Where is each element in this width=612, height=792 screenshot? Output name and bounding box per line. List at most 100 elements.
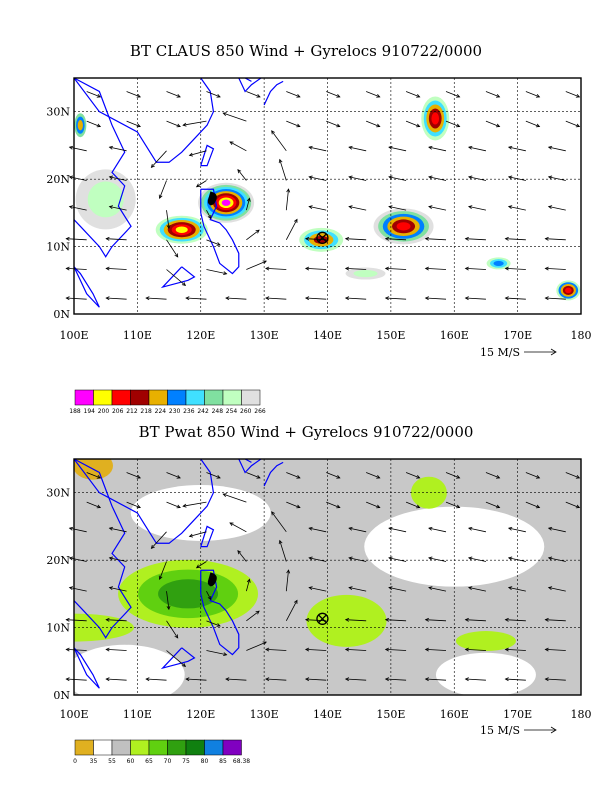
wind-vector: [388, 526, 407, 533]
wind-vector: [271, 130, 287, 152]
wind-vector: [308, 526, 327, 533]
latitude-label: 30N: [46, 487, 70, 500]
colorbar-swatch: [111, 389, 131, 406]
wind-vector: [246, 641, 267, 651]
colorbar-swatch: [130, 739, 150, 756]
latitude-label: 0N: [53, 689, 70, 702]
wind-vector: [225, 677, 247, 682]
wind-vector: [65, 296, 87, 301]
longitude-label: 130E: [250, 329, 279, 342]
wind-vector: [108, 556, 127, 562]
wind-vector: [326, 501, 341, 509]
wind-vector: [126, 91, 141, 98]
colorbar-label: 224: [155, 408, 167, 415]
colorbar-swatch: [148, 739, 168, 756]
wind-vector: [285, 599, 298, 622]
wind-vector: [547, 526, 566, 533]
panel2-map: 30N 20N 10N 0N 100E 110E 120E 130E 140E 150E 160E 1…: [46, 458, 592, 765]
longitude-label: 130E: [250, 708, 279, 721]
wind-vector: [544, 236, 566, 241]
longitude-label: 180: [571, 329, 592, 342]
wind-vector: [308, 205, 327, 211]
wind-vector: [245, 197, 251, 211]
longitude-label: 100E: [59, 708, 88, 721]
field-contour: [175, 226, 188, 233]
wind-vector: [504, 677, 526, 682]
coastline: [200, 188, 240, 275]
wind-vector: [68, 586, 87, 592]
wind-vector: [468, 205, 487, 211]
coastline: [200, 569, 240, 656]
wind-vector: [304, 296, 327, 301]
wind-vector: [206, 239, 221, 246]
colorbar-swatch: [222, 739, 242, 756]
colorbar-label: 248: [212, 408, 224, 415]
latitude-label: 30N: [46, 106, 70, 119]
field-contour: [74, 644, 185, 695]
wind-vector: [245, 578, 251, 592]
latitude-label: 10N: [46, 241, 70, 254]
coastline: [238, 459, 262, 474]
longitude-label: 170E: [503, 708, 532, 721]
wind-vector: [304, 236, 327, 241]
wind-vector: [105, 677, 127, 682]
wind-vector: [185, 677, 207, 682]
wind-vector: [344, 296, 367, 301]
vector-scale-arrowhead: [550, 726, 557, 734]
longitude-label: 110E: [123, 329, 152, 342]
wind-vector: [464, 647, 486, 652]
longitude-label: 120E: [186, 329, 215, 342]
wind-vector: [166, 239, 179, 258]
colorbar-swatch: [185, 739, 205, 756]
wind-vector: [344, 647, 367, 652]
wind-vector: [384, 296, 407, 301]
wind-vector: [565, 472, 581, 479]
colorbar-swatch: [93, 739, 113, 756]
wind-vector: [206, 472, 221, 479]
wind-vector: [504, 647, 526, 652]
wind-vector: [86, 91, 102, 98]
wind-vector: [278, 158, 287, 181]
wind-vector: [308, 145, 327, 152]
coastline: [74, 459, 132, 639]
wind-vector: [547, 205, 566, 211]
wind-vector: [348, 205, 367, 211]
wind-vector: [246, 229, 260, 241]
wind-vector: [145, 677, 167, 682]
wind-vector: [565, 120, 581, 128]
wind-vector: [507, 556, 526, 562]
wind-vector: [565, 501, 581, 509]
panel1-gyre-locations: [207, 191, 329, 244]
wind-vector: [468, 586, 487, 592]
wind-vector: [445, 501, 461, 509]
coastline: [160, 647, 196, 670]
wind-vector: [344, 617, 367, 622]
coastline: [74, 78, 215, 163]
wind-vector: [445, 120, 461, 128]
wind-vector: [366, 472, 381, 479]
wind-vector: [158, 180, 167, 199]
wind-vector: [507, 145, 526, 152]
wind-vector: [504, 296, 526, 301]
wind-vector: [285, 569, 291, 592]
wind-vector: [145, 296, 167, 301]
wind-vector: [222, 112, 247, 122]
wind-vector: [388, 205, 407, 211]
wind-vector: [308, 556, 327, 562]
wind-vector: [286, 120, 301, 128]
wind-vector: [126, 120, 141, 128]
panel2-vector-scale: 15 M/S: [480, 724, 557, 737]
wind-vector: [468, 145, 487, 152]
colorbar-label: 254: [226, 408, 238, 415]
colorbar-swatch: [111, 739, 131, 756]
colorbar-label: 218: [140, 408, 152, 415]
coastline: [263, 461, 284, 487]
wind-vector: [68, 205, 87, 211]
wind-vector: [246, 260, 267, 270]
wind-vector: [428, 556, 447, 562]
panel1-map: 30N 20N 10N 0N 100E 110E 120E 130E 140E 150E 160E 1…: [46, 77, 592, 415]
wind-vector: [108, 175, 127, 181]
panel1-vector-scale: 15 M/S: [480, 346, 557, 359]
wind-vector: [225, 296, 247, 301]
